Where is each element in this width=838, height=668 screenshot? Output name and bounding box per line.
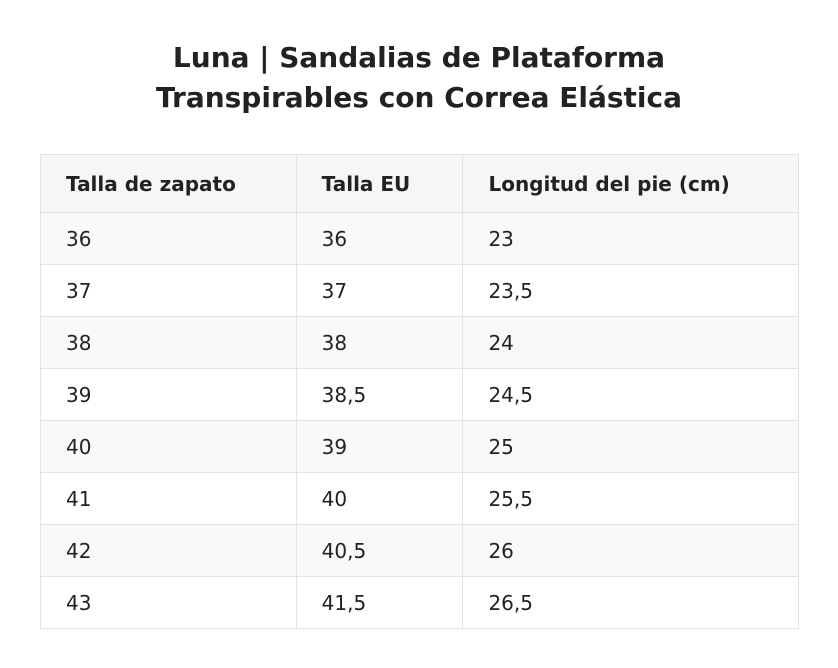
cell-shoe-size: 43 bbox=[40, 576, 297, 629]
cell-eu-size: 37 bbox=[295, 264, 464, 317]
cell-eu-size: 38 bbox=[295, 316, 464, 369]
cell-shoe-size: 36 bbox=[40, 212, 297, 265]
table-row: 36 36 23 bbox=[40, 212, 799, 265]
page-title-line-2: Transpirables con Correa Elástica bbox=[155, 81, 683, 114]
table-row: 39 38,5 24,5 bbox=[40, 368, 799, 421]
column-header-eu-size: Talla EU bbox=[295, 154, 464, 213]
cell-shoe-size: 39 bbox=[40, 368, 297, 421]
cell-eu-size: 40,5 bbox=[295, 524, 464, 577]
cell-foot-length: 24 bbox=[462, 316, 799, 369]
cell-shoe-size: 41 bbox=[40, 472, 297, 525]
table-header-row: Talla de zapato Talla EU Longitud del pi… bbox=[40, 154, 799, 213]
cell-foot-length: 23 bbox=[462, 212, 799, 265]
cell-foot-length: 26,5 bbox=[462, 576, 799, 629]
table-row: 40 39 25 bbox=[40, 420, 799, 473]
column-header-shoe-size: Talla de zapato bbox=[40, 154, 297, 213]
cell-foot-length: 23,5 bbox=[462, 264, 799, 317]
cell-eu-size: 36 bbox=[295, 212, 464, 265]
cell-eu-size: 41,5 bbox=[295, 576, 464, 629]
column-header-foot-length: Longitud del pie (cm) bbox=[462, 154, 799, 213]
cell-foot-length: 25 bbox=[462, 420, 799, 473]
cell-eu-size: 40 bbox=[295, 472, 464, 525]
table-row: 42 40,5 26 bbox=[40, 524, 799, 577]
cell-eu-size: 39 bbox=[295, 420, 464, 473]
size-chart-table: Talla de zapato Talla EU Longitud del pi… bbox=[40, 154, 799, 629]
table-row: 41 40 25,5 bbox=[40, 472, 799, 525]
cell-eu-size: 38,5 bbox=[295, 368, 464, 421]
table-row: 38 38 24 bbox=[40, 316, 799, 369]
cell-shoe-size: 40 bbox=[40, 420, 297, 473]
table-row: 37 37 23,5 bbox=[40, 264, 799, 317]
cell-shoe-size: 37 bbox=[40, 264, 297, 317]
cell-foot-length: 26 bbox=[462, 524, 799, 577]
table-row: 43 41,5 26,5 bbox=[40, 576, 799, 629]
cell-foot-length: 25,5 bbox=[462, 472, 799, 525]
cell-foot-length: 24,5 bbox=[462, 368, 799, 421]
cell-shoe-size: 38 bbox=[40, 316, 297, 369]
cell-shoe-size: 42 bbox=[40, 524, 297, 577]
page-title-line-1: Luna | Sandalias de Plataforma bbox=[172, 41, 666, 74]
page-title: Luna | Sandalias de Plataforma Transpira… bbox=[0, 38, 838, 118]
